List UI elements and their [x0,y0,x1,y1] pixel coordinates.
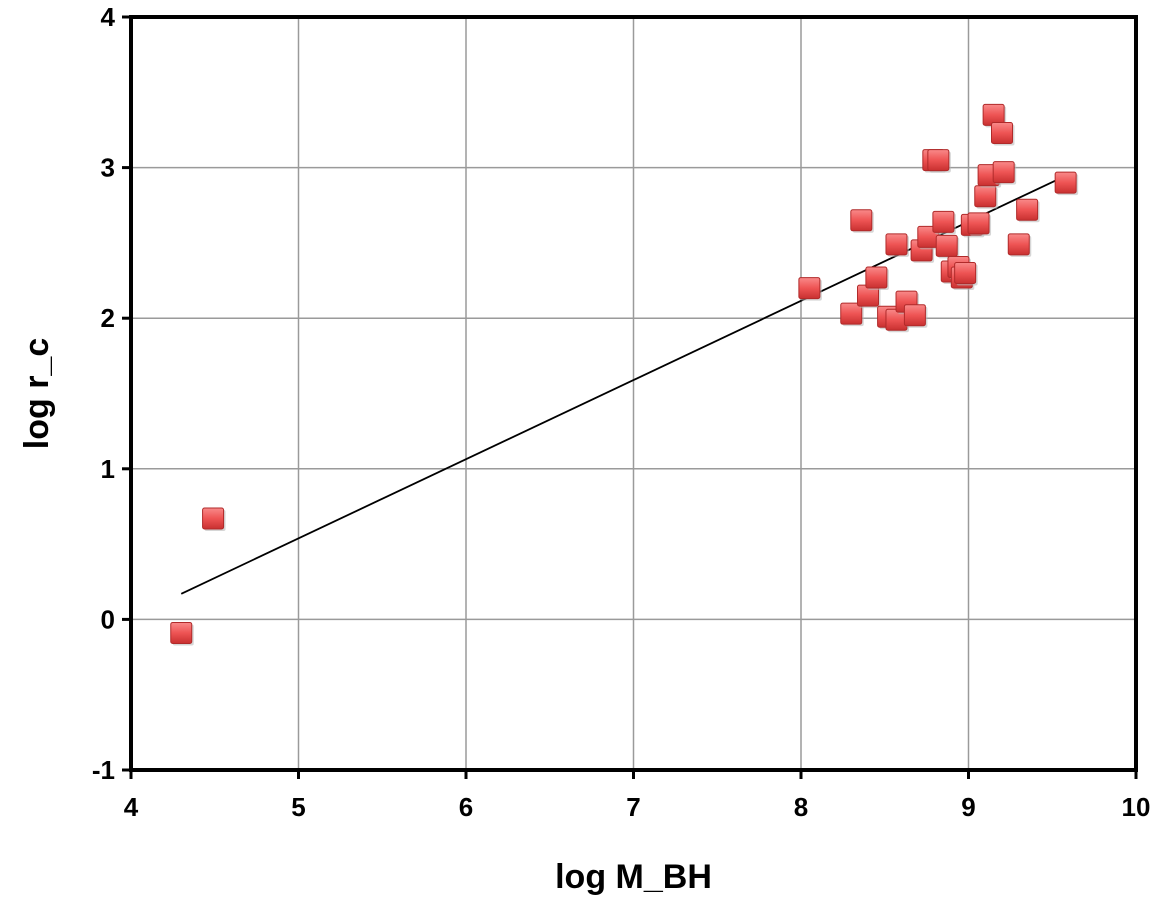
gridlines [131,17,1136,770]
data-point [967,212,990,235]
data-point [202,507,225,530]
data-point [850,209,873,232]
x-tick-label: 8 [794,792,808,822]
axis-ticks [122,15,1138,779]
data-point [1054,171,1077,194]
x-tick-label: 4 [124,792,139,822]
x-axis-title: log M_BH [555,858,712,896]
data-point [1007,233,1030,256]
x-tick-label: 6 [459,792,473,822]
data-points [170,103,1079,646]
data-point [798,277,821,300]
y-tick-label: 2 [101,303,115,333]
x-tick-label: 5 [291,792,305,822]
data-point [992,161,1015,184]
y-axis-title: log r_c [18,338,56,449]
data-point [954,262,977,285]
y-tick-label: -1 [92,755,115,785]
data-point [840,302,863,325]
data-point [170,621,193,644]
y-tick-label: 0 [101,604,115,634]
data-point [991,121,1013,144]
data-point [903,304,926,327]
x-tick-label: 10 [1122,792,1151,822]
data-point [865,266,888,289]
data-point [932,210,955,233]
data-point [974,185,997,208]
data-point [927,149,950,172]
data-point [935,234,958,257]
y-tick-label: 4 [101,2,116,32]
x-tick-label: 7 [626,792,640,822]
tick-labels: 4 5 6 7 8 9 10 -1 0 1 2 3 4 [92,2,1151,822]
data-point [1016,198,1039,221]
data-point [885,233,908,256]
x-tick-label: 9 [961,792,975,822]
y-tick-label: 3 [101,153,115,183]
y-tick-label: 1 [101,454,115,484]
